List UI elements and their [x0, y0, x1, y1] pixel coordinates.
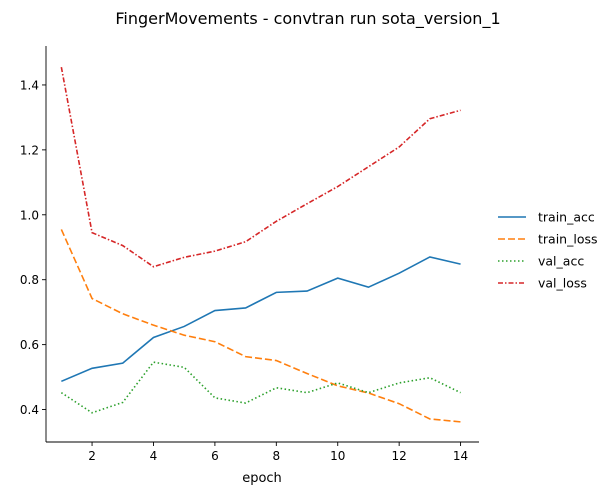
y-tick-label: 0.6 — [20, 338, 39, 352]
y-tick-label: 0.4 — [20, 403, 39, 417]
x-ticks: 2 4 6 8 10 12 14 — [88, 442, 468, 463]
y-ticks: 0.4 0.6 0.8 1.0 1.2 1.4 — [20, 78, 46, 417]
x-tick-label: 4 — [150, 449, 158, 463]
x-tick-label: 14 — [453, 449, 468, 463]
x-tick-label: 6 — [211, 449, 219, 463]
legend-label-val_loss: val_loss — [538, 276, 587, 291]
x-axis-label: epoch — [242, 471, 282, 486]
series-line-val_loss — [60, 66, 461, 268]
series-line-train_acc — [61, 256, 461, 383]
legend-label-train_loss: train_loss — [538, 232, 598, 247]
legend-label-val_acc: val_acc — [538, 254, 584, 269]
x-tick-label: 8 — [272, 449, 280, 463]
chart-title: FingerMovements - convtran run sota_vers… — [115, 9, 500, 29]
plot-area — [60, 66, 461, 423]
x-tick-label: 2 — [88, 449, 96, 463]
y-tick-label: 1.4 — [20, 78, 39, 92]
legend-label-train_acc: train_acc — [538, 210, 595, 225]
series-line-train_loss — [60, 229, 461, 423]
x-tick-label: 10 — [330, 449, 345, 463]
y-tick-label: 1.0 — [20, 208, 39, 222]
x-tick-label: 12 — [392, 449, 407, 463]
y-tick-label: 1.2 — [20, 143, 39, 157]
y-tick-label: 0.8 — [20, 273, 39, 287]
legend: train_acc train_loss val_acc val_loss — [498, 210, 598, 291]
